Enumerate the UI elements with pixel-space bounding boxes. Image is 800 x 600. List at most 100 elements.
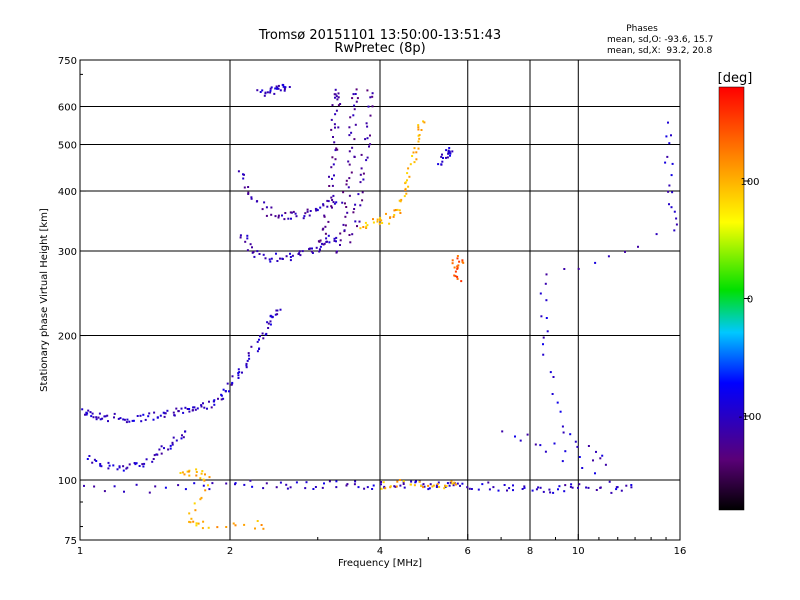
echo-point (91, 461, 94, 464)
echo-point (470, 488, 473, 490)
echo-point (261, 332, 264, 335)
echo-point (118, 466, 121, 469)
echo-point (279, 257, 281, 260)
echo-point (561, 460, 564, 463)
echo-point (113, 485, 116, 488)
echo-point (442, 157, 444, 159)
echo-point (247, 352, 250, 355)
echo-point (346, 211, 349, 214)
echo-point (241, 371, 243, 374)
echo-point (451, 259, 454, 262)
echo-point (262, 253, 265, 256)
echo-point (252, 251, 255, 253)
echo-point (335, 147, 338, 150)
echo-point (200, 404, 203, 407)
echo-point (445, 485, 448, 488)
echo-point (187, 470, 190, 473)
echo-point (552, 376, 555, 378)
echo-point (353, 483, 356, 486)
echo-point (371, 92, 374, 95)
echo-point (325, 237, 328, 240)
echo-point (334, 126, 336, 129)
echo-point (366, 486, 369, 489)
echo-point (544, 282, 547, 285)
echo-point (188, 520, 191, 523)
echo-point (345, 206, 348, 208)
echo-point (608, 480, 611, 483)
echo-point (427, 488, 430, 491)
echo-point (333, 174, 335, 177)
echo-point (322, 227, 325, 230)
echo-point (207, 484, 209, 487)
echo-point (328, 185, 331, 187)
echo-point (378, 222, 381, 225)
echo-point (460, 280, 463, 283)
echo-point (265, 482, 268, 485)
echo-point (201, 470, 204, 473)
data-points (81, 83, 678, 530)
echo-point (301, 250, 304, 253)
echo-point (399, 484, 402, 487)
echo-point (283, 218, 286, 221)
echo-point (125, 421, 128, 424)
echo-point (393, 485, 396, 488)
echo-point (186, 470, 189, 473)
echo-point (274, 215, 277, 218)
echo-point (670, 206, 673, 209)
echo-point (358, 220, 361, 223)
echo-point (243, 523, 246, 526)
echo-point (587, 445, 590, 447)
echo-point (289, 252, 291, 255)
echo-point (211, 482, 214, 485)
echo-point (289, 486, 292, 489)
echo-point (250, 345, 253, 348)
echo-point (202, 478, 205, 481)
echo-point (615, 486, 618, 489)
echo-point (450, 480, 453, 483)
echo-point (99, 463, 102, 465)
echo-point (380, 483, 382, 486)
echo-point (265, 214, 268, 217)
echo-point (181, 471, 184, 474)
echo-point (376, 218, 379, 221)
echo-point (267, 327, 270, 329)
echo-point (163, 447, 165, 450)
echo-point (327, 220, 330, 223)
echo-point (675, 223, 678, 226)
echo-point (379, 216, 382, 219)
echo-point (512, 489, 514, 492)
echo-point (103, 490, 106, 493)
echo-point (208, 400, 210, 403)
echo-point (422, 120, 425, 123)
echo-point (624, 250, 626, 253)
echo-point (107, 467, 110, 470)
echo-point (274, 87, 277, 90)
echo-point (664, 161, 667, 164)
echo-point (123, 418, 126, 421)
x-axis: 1 2 4 6 8 10 16 (77, 534, 686, 557)
echo-point (558, 485, 561, 488)
echo-point (284, 86, 287, 89)
echo-point (587, 486, 590, 489)
echo-point (333, 237, 336, 240)
echo-point (194, 509, 197, 512)
echo-point (177, 410, 180, 413)
echo-point (534, 443, 537, 446)
echo-point (335, 486, 338, 489)
echo-point (456, 482, 459, 485)
y-tick-label-4: 400 (58, 187, 77, 198)
echo-point (199, 498, 202, 501)
echo-point (332, 136, 334, 138)
echo-point (350, 131, 353, 134)
echo-point (364, 221, 367, 224)
echo-point (481, 483, 484, 486)
echo-point (319, 245, 322, 248)
echo-point (443, 487, 446, 490)
y-tick-label-6: 600 (58, 103, 77, 114)
echo-point (435, 484, 438, 487)
echo-point (285, 483, 288, 486)
echo-point (128, 463, 131, 466)
echo-point (264, 92, 267, 95)
echo-point (163, 415, 166, 418)
echo-point (396, 480, 399, 483)
